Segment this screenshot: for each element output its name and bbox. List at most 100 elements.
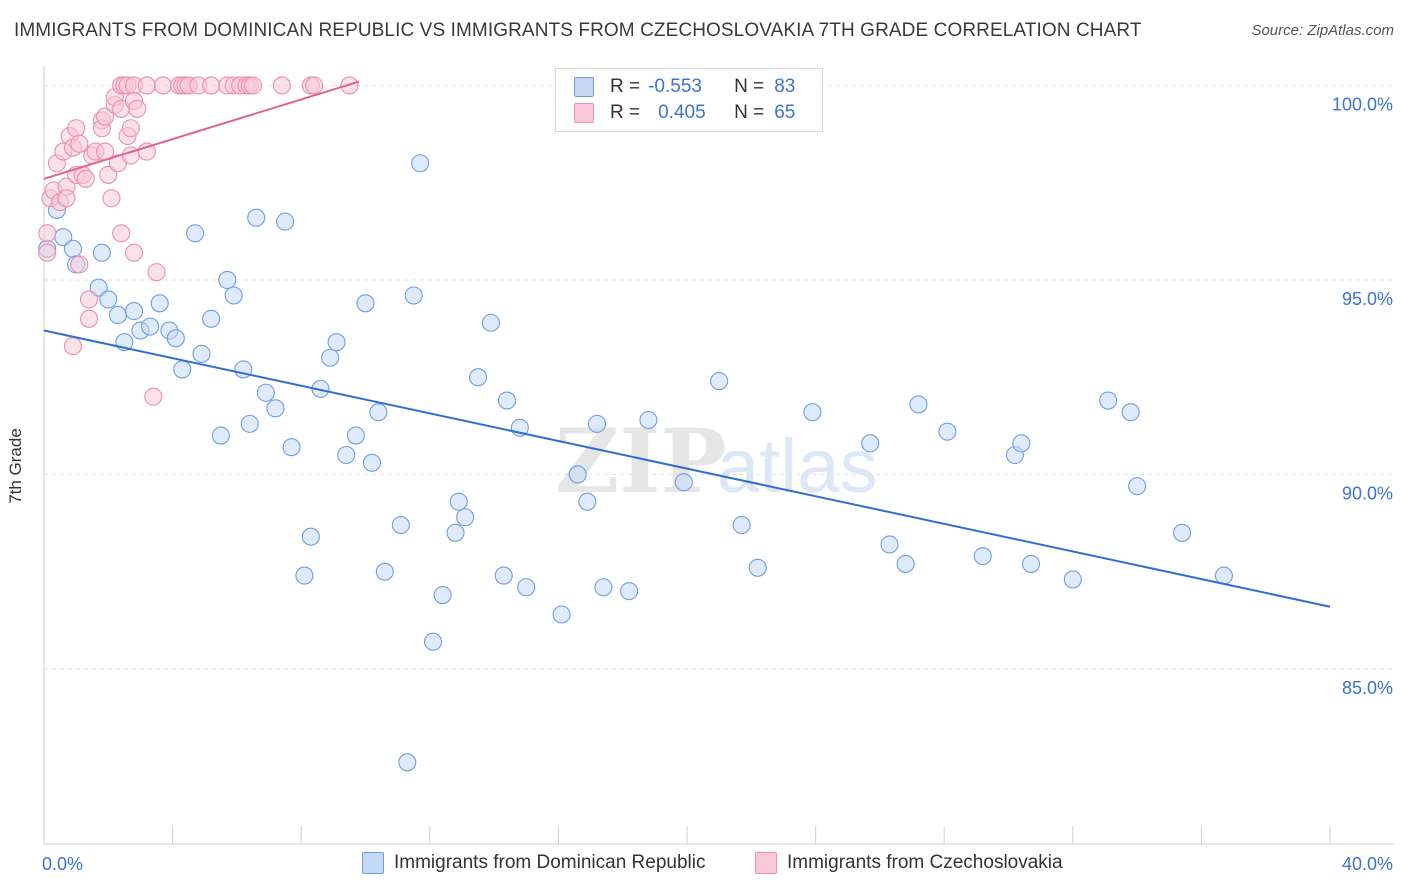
data-point <box>305 76 324 95</box>
data-point <box>938 422 957 441</box>
source-credit: Source: ZipAtlas.com <box>1251 22 1394 39</box>
data-point <box>494 566 513 585</box>
data-point <box>124 302 144 321</box>
data-point <box>1121 403 1140 422</box>
data-point <box>99 290 118 309</box>
data-point <box>67 119 86 138</box>
legend-label-dominican: Immigrants from Dominican Republic <box>394 852 706 873</box>
data-point <box>38 243 57 262</box>
data-point <box>446 523 465 542</box>
data-points <box>38 76 1233 772</box>
data-point <box>710 372 729 391</box>
data-point <box>620 582 639 601</box>
data-point <box>240 414 259 433</box>
data-point <box>79 290 99 309</box>
data-point <box>587 414 607 433</box>
data-point <box>211 426 230 445</box>
data-point <box>276 212 295 231</box>
trend-line-dominican <box>43 329 1331 608</box>
legend-n-value: 65 <box>774 102 796 123</box>
chart-title: IMMIGRANTS FROM DOMINICAN REPUBLIC VS IM… <box>14 20 1142 41</box>
data-point <box>99 165 118 184</box>
data-point <box>282 438 301 457</box>
data-point <box>1012 434 1031 453</box>
legend-r-label: R = <box>610 102 641 123</box>
data-point <box>79 309 99 328</box>
legend-r-value: -0.553 <box>648 76 702 97</box>
data-point <box>909 395 928 414</box>
data-point <box>517 578 536 597</box>
data-point <box>732 515 751 535</box>
data-point <box>141 317 160 336</box>
data-point <box>404 286 423 305</box>
data-point <box>70 134 89 153</box>
data-point <box>92 243 111 262</box>
data-point <box>398 753 417 772</box>
data-point <box>76 169 95 188</box>
trend-lines <box>43 80 1331 608</box>
data-point <box>423 632 443 651</box>
x-tick-labels: 0.0% 40.0% <box>42 854 1393 874</box>
y-tick-label: 95.0% <box>1342 289 1393 309</box>
legend-label-czechoslovakia: Immigrants from Czechoslovakia <box>787 852 1063 873</box>
data-point <box>301 527 320 546</box>
data-point <box>411 154 430 173</box>
data-point <box>272 76 291 95</box>
data-point <box>202 76 221 95</box>
y-tick-labels: 85.0% 90.0% 95.0% 100.0% <box>1332 94 1393 698</box>
data-point <box>497 391 517 410</box>
data-point <box>89 278 108 297</box>
data-point <box>468 368 488 387</box>
data-point <box>568 465 587 484</box>
legend-row-dominican: R = -0.553 N = 83 <box>574 75 795 99</box>
data-point <box>1099 391 1118 410</box>
data-point <box>137 76 156 95</box>
data-point <box>346 426 365 445</box>
data-point <box>594 578 613 597</box>
data-point <box>202 309 221 328</box>
legend-swatch-dominican <box>362 852 384 874</box>
data-point <box>243 76 263 95</box>
data-point <box>38 224 57 243</box>
data-point <box>1128 477 1147 496</box>
data-point <box>70 255 89 274</box>
x-tick-label: 0.0% <box>42 854 83 874</box>
data-point <box>896 554 915 573</box>
data-point <box>166 329 185 348</box>
data-point <box>150 294 169 313</box>
data-point <box>121 119 140 138</box>
data-point <box>124 243 144 262</box>
data-point <box>192 344 211 363</box>
data-point <box>578 492 597 511</box>
data-point <box>433 585 452 605</box>
data-point <box>173 360 192 379</box>
data-point <box>880 535 899 554</box>
data-point <box>456 508 475 527</box>
data-point <box>356 294 375 313</box>
legend-item-dominican: Immigrants from Dominican Republic <box>362 852 706 874</box>
data-point <box>112 224 131 243</box>
legend-r-value: 0.405 <box>658 102 706 123</box>
data-point <box>63 337 82 356</box>
data-point <box>247 208 266 227</box>
data-point <box>1214 566 1233 585</box>
data-point <box>1063 570 1082 589</box>
legend-r-label: R = <box>610 76 641 97</box>
data-point <box>108 305 127 325</box>
data-point <box>337 445 356 465</box>
trend-line-czechoslovakia <box>43 80 360 180</box>
data-point <box>973 547 992 566</box>
data-point <box>153 76 173 95</box>
data-point <box>481 313 500 332</box>
x-tick-label: 40.0% <box>1342 854 1393 874</box>
data-point <box>102 189 121 208</box>
legend-row-czechoslovakia: R = 0.405 N = 65 <box>574 101 795 125</box>
data-point <box>391 515 410 535</box>
legend-n-label: N = <box>734 76 765 97</box>
series-czechoslovakia-points <box>38 76 635 406</box>
legend-n-label: N = <box>734 102 765 123</box>
data-point <box>63 239 82 258</box>
y-tick-label: 85.0% <box>1342 678 1393 698</box>
data-point <box>1021 554 1041 573</box>
